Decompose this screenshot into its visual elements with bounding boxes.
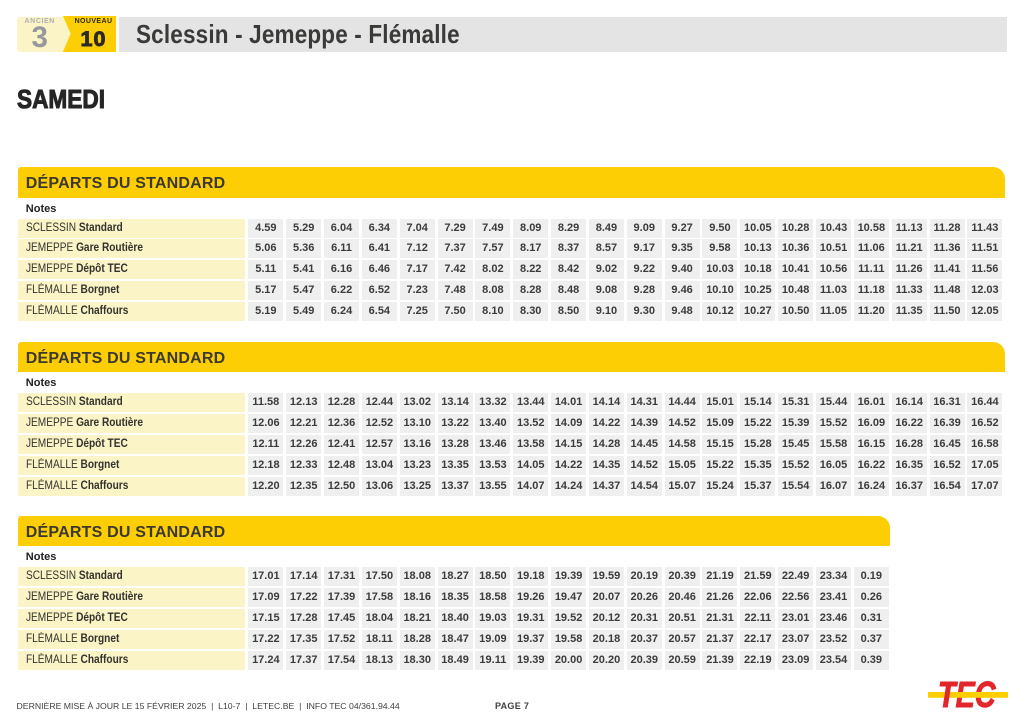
svg-text:T: T (938, 678, 958, 710)
